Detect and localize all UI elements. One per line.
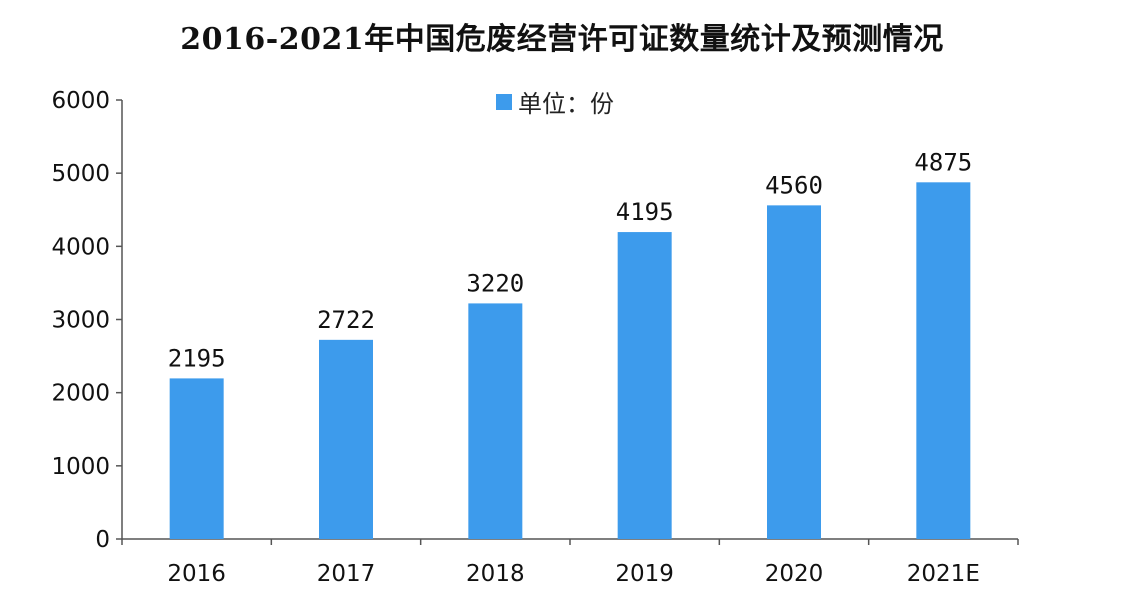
data-label-2016: 2195 xyxy=(168,344,226,372)
x-tick-label-2018: 2018 xyxy=(466,561,525,587)
bars xyxy=(169,182,971,540)
data-label-2018: 3220 xyxy=(466,269,524,297)
y-tick-label: 4000 xyxy=(51,234,110,260)
y-tick-label: 0 xyxy=(95,527,110,553)
bar-2020 xyxy=(767,205,821,540)
y-tick-label: 2000 xyxy=(51,381,110,407)
x-tick-label-2017: 2017 xyxy=(317,561,376,587)
x-tick-label-2021E: 2021E xyxy=(907,561,980,587)
chart-title: 2016-2021年中国危废经营许可证数量统计及预测情况 xyxy=(180,22,944,57)
bar-2018 xyxy=(468,303,523,539)
data-label-2017: 2722 xyxy=(317,306,375,334)
legend-label: 单位：份 xyxy=(518,90,614,118)
y-tick-label: 5000 xyxy=(51,161,110,187)
data-label-2021E: 4875 xyxy=(914,148,972,176)
y-tick-label: 3000 xyxy=(51,308,110,334)
x-tick-label-2016: 2016 xyxy=(167,561,226,587)
bar-2019 xyxy=(617,232,672,539)
x-tick-label-2019: 2019 xyxy=(615,561,674,587)
bar-2021E xyxy=(916,182,971,539)
bar-2016 xyxy=(169,378,224,539)
y-tick-label: 6000 xyxy=(51,88,110,114)
legend: 单位：份 xyxy=(496,84,614,119)
data-label-2019: 4195 xyxy=(616,198,674,226)
x-tick-label-2020: 2020 xyxy=(765,561,824,587)
y-tick-label: 1000 xyxy=(51,454,110,480)
labels: 0 1000 2000 3000 4000 5000 6000 2195 2016 2722 201… xyxy=(51,88,979,587)
axes xyxy=(116,99,1019,545)
bar-2017 xyxy=(319,339,373,539)
data-label-2020: 4560 xyxy=(765,171,823,199)
legend-swatch-icon xyxy=(496,93,512,110)
